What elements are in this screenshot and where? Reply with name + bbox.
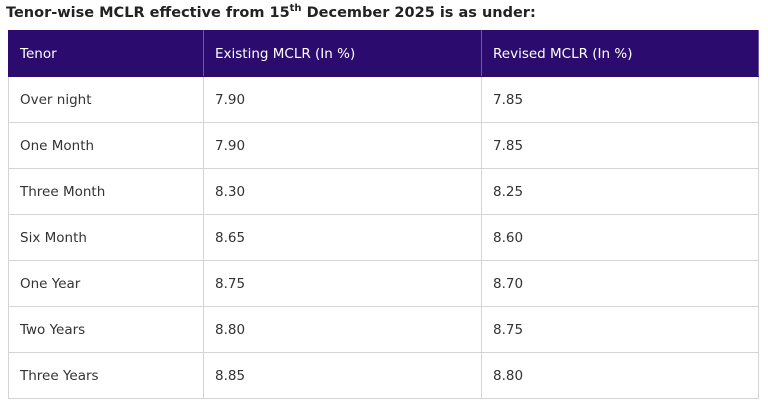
table-cell: Six Month — [8, 214, 204, 261]
table-body: Over night 7.90 7.85 One Month 7.90 7.85 Three… — [8, 76, 759, 399]
table-cell: 7.85 — [481, 76, 759, 123]
table-row: Three Years 8.85 8.80 — [8, 352, 759, 399]
table-cell: 7.90 — [203, 76, 482, 123]
header-cell: Tenor — [8, 30, 204, 77]
table-cell: Over night — [8, 76, 204, 123]
table-cell: 8.75 — [481, 306, 759, 353]
header-row: Tenor Existing MCLR (In %) Revised MCLR (I… — [8, 30, 759, 77]
table-row: Six Month 8.65 8.60 — [8, 214, 759, 261]
table-cell: 8.30 — [203, 168, 482, 215]
table-cell: 8.80 — [203, 306, 482, 353]
table-cell: Two Years — [8, 306, 204, 353]
table-row: Three Month 8.30 8.25 — [8, 168, 759, 215]
table-cell: 8.85 — [203, 352, 482, 399]
table-cell: 8.75 — [203, 260, 482, 307]
title-text: Tenor-wise MCLR effective from 15 — [6, 4, 290, 21]
table-cell: 8.70 — [481, 260, 759, 307]
table-cell: Three Month — [8, 168, 204, 215]
table-row: One Month 7.90 7.85 — [8, 122, 759, 169]
title: Tenor-wise MCLR effective from 15th Dece… — [6, 3, 536, 21]
table-cell: 8.60 — [481, 214, 759, 261]
table-cell: Three Years — [8, 352, 204, 399]
table-cell: One Year — [8, 260, 204, 307]
table-cell: 8.80 — [481, 352, 759, 399]
header-cell: Existing MCLR (In %) — [203, 30, 482, 77]
table-row: Two Years 8.80 8.75 — [8, 306, 759, 353]
table-row: One Year 8.75 8.70 — [8, 260, 759, 307]
title-text-after: December 2025 is as under: — [301, 4, 536, 21]
table-row: Over night 7.90 7.85 — [8, 76, 759, 123]
table-cell: 8.25 — [481, 168, 759, 215]
table-cell: 7.90 — [203, 122, 482, 169]
table-cell: 7.85 — [481, 122, 759, 169]
title-superscript: th — [289, 3, 302, 14]
mclr-table: Tenor Existing MCLR (In %) Revised MCLR (I… — [8, 30, 759, 399]
table-cell: 8.65 — [203, 214, 482, 261]
header-cell: Revised MCLR (In %) — [481, 30, 759, 77]
table-cell: One Month — [8, 122, 204, 169]
